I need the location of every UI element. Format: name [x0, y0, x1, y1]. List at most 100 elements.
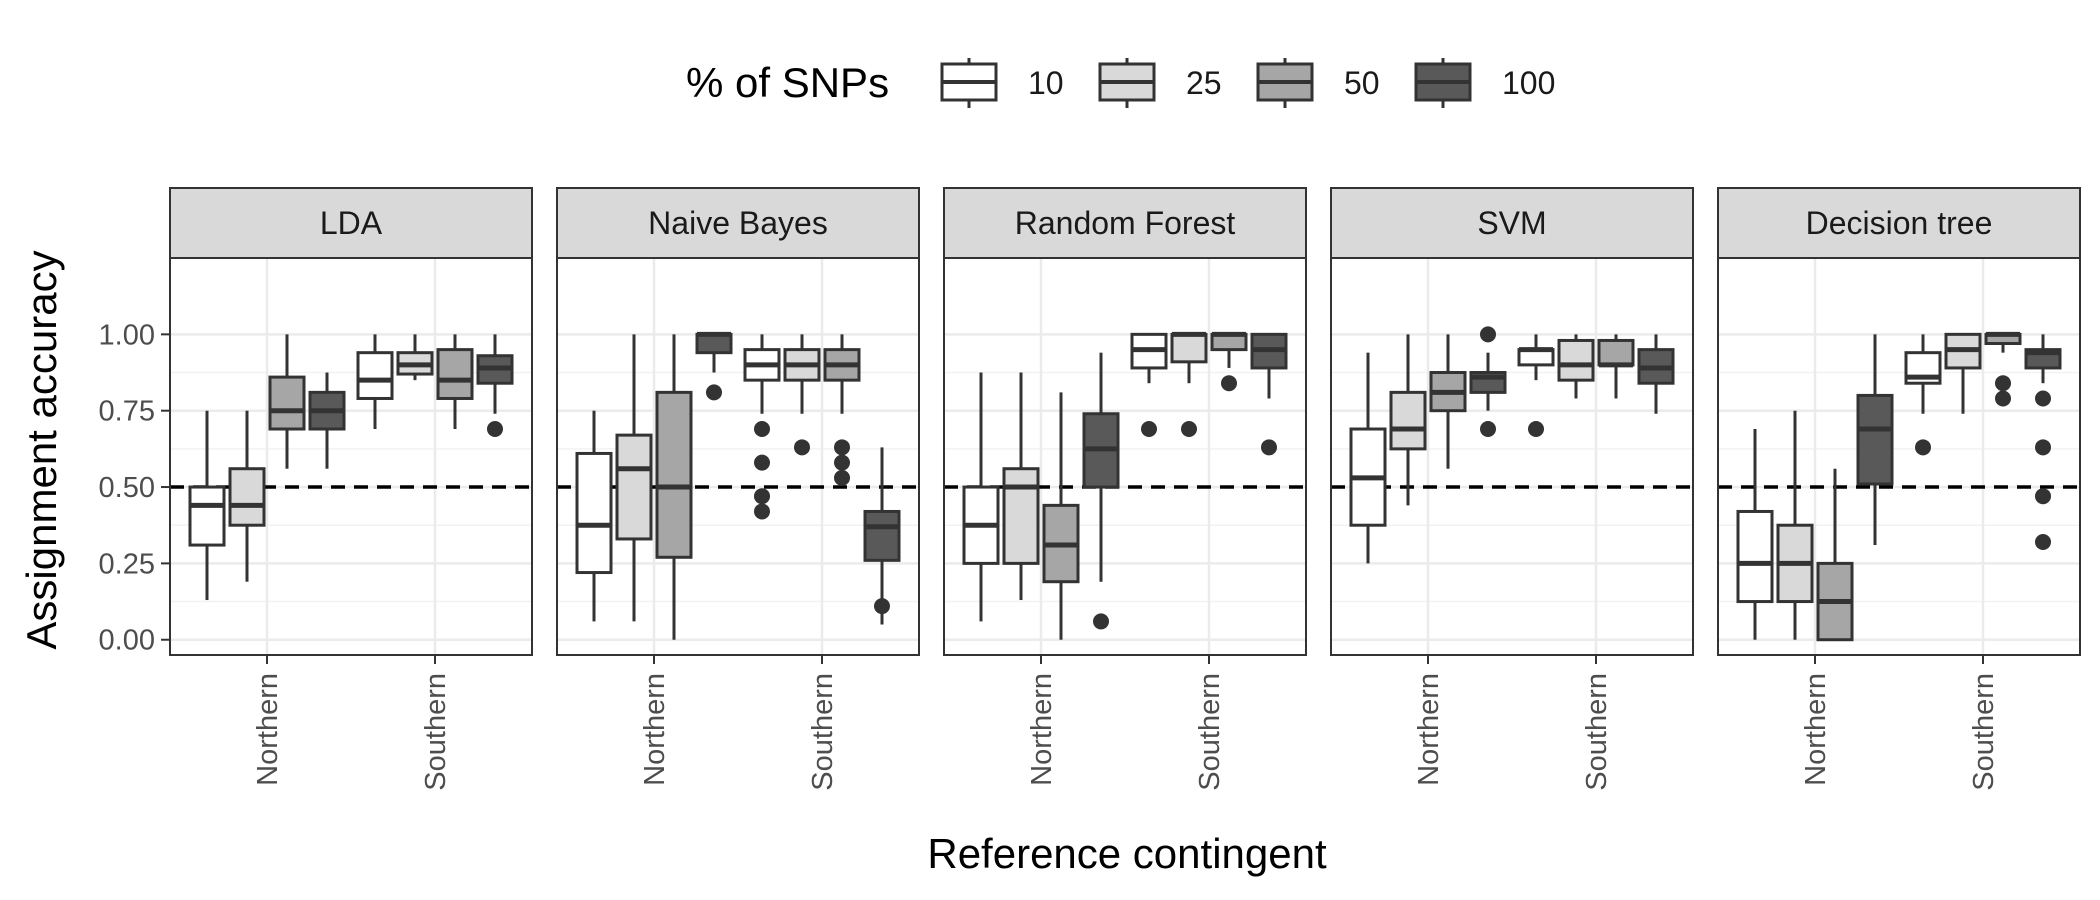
box-southern-10: [743, 334, 781, 520]
box-body: [695, 332, 733, 355]
x-tick-label-northern: Northern: [1413, 673, 1445, 786]
outlier-point: [2035, 488, 2051, 505]
box-northern-10: [188, 410, 226, 601]
box-northern-100: [308, 372, 346, 469]
outlier-point: [1221, 375, 1237, 392]
panel-naive-bayes: Naive Bayes Northern Southern: [556, 187, 920, 791]
x-tick-label-southern: Southern: [1194, 673, 1226, 791]
outlier-point: [1480, 326, 1496, 343]
legend-label-10: 10: [1028, 65, 1064, 101]
outlier-point: [834, 439, 850, 456]
x-axis-title: Reference contingent: [927, 830, 1327, 877]
outlier-point: [754, 454, 770, 471]
outlier-point: [1528, 421, 1544, 438]
box-southern-50: [1597, 334, 1635, 399]
y-axis-title: Assignment accuracy: [18, 250, 65, 649]
outlier-point: [834, 469, 850, 486]
box-southern-100: [476, 334, 514, 438]
box-southern-25: [1170, 331, 1208, 438]
panel-random-forest: Random Forest Northern Southern: [943, 187, 1307, 791]
box-southern-10: [1904, 334, 1942, 456]
legend-title: % of SNPs: [686, 59, 889, 106]
box-southern-100: [863, 447, 901, 625]
box-southern-50: [436, 334, 474, 430]
legend-key-100: [1414, 58, 1472, 108]
outlier-point: [2035, 534, 2051, 551]
y-tick-label: 0.50: [99, 472, 155, 504]
y-tick-label: 0.75: [99, 396, 155, 428]
x-tick-label-northern: Northern: [252, 673, 284, 786]
outlier-point: [1995, 375, 2011, 392]
outlier-point: [1995, 390, 2011, 407]
panel-strip-label: Naive Bayes: [648, 205, 828, 241]
box-southern-100: [1637, 334, 1675, 414]
panel-strip-label: Random Forest: [1015, 205, 1236, 241]
box-body: [1597, 338, 1635, 367]
outlier-point: [487, 421, 503, 438]
panel-strip: [1330, 187, 1694, 259]
box-southern-50: [1984, 331, 2022, 407]
x-tick-label-southern: Southern: [807, 673, 839, 791]
panel-border: [169, 257, 533, 656]
box-northern-10: [962, 372, 1000, 622]
box-southern-10: [356, 334, 394, 430]
box-southern-25: [1557, 334, 1595, 399]
outlier-point: [754, 421, 770, 438]
outlier-point: [754, 503, 770, 520]
x-tick-label-northern: Northern: [1800, 673, 1832, 786]
y-tick-label: 0.25: [99, 548, 155, 580]
box-northern-10: [1736, 429, 1774, 640]
outlier-point: [794, 439, 810, 456]
box-body: [1389, 390, 1427, 451]
outlier-point: [1261, 439, 1277, 456]
box-southern-100: [2024, 334, 2062, 551]
panel-decision-tree: Decision tree Northern Southern: [1717, 187, 2081, 791]
box-body: [1557, 338, 1595, 382]
box-body: [356, 351, 394, 400]
box-southern-25: [1944, 332, 1982, 414]
outlier-point: [1480, 421, 1496, 438]
box-southern-25: [783, 334, 821, 456]
box-northern-100: [1082, 352, 1120, 630]
box-northern-100: [1469, 326, 1507, 438]
box-northern-25: [1002, 372, 1040, 601]
box-body: [268, 375, 306, 431]
panel-background: [944, 258, 1306, 655]
box-body: [575, 451, 613, 575]
box-southern-100: [1250, 332, 1288, 456]
box-body: [436, 348, 474, 400]
box-southern-10: [1517, 334, 1555, 438]
outlier-point: [2035, 390, 2051, 407]
box-body: [1856, 393, 1894, 486]
box-northern-10: [575, 410, 613, 622]
panel-svm: SVM Northern Southern: [1330, 187, 1694, 791]
x-tick-label-southern: Southern: [1581, 673, 1613, 791]
box-body: [188, 485, 226, 547]
outlier-point: [2035, 439, 2051, 456]
outlier-point: [1915, 439, 1931, 456]
panel-border: [1717, 257, 2081, 656]
legend-key-25: [1098, 58, 1156, 108]
x-tick-label-southern: Southern: [420, 673, 452, 791]
box-body: [1736, 509, 1774, 604]
box-body: [615, 433, 653, 541]
legend-key-10: [940, 58, 998, 108]
y-tick-label: 0.00: [99, 625, 155, 657]
panel-strip: [556, 187, 920, 259]
box-body: [1002, 467, 1040, 565]
box-body: [1170, 332, 1208, 364]
legend-label-100: 100: [1502, 65, 1555, 101]
legend-label-25: 25: [1186, 65, 1222, 101]
facet-panels: LDA Northern Southern Naive Bayes Northern So…: [169, 187, 2081, 791]
x-tick-label-northern: Northern: [1026, 673, 1058, 786]
y-axis: 0.00 0.25 0.50 0.75 1.00: [99, 319, 170, 657]
box-southern-50: [1210, 331, 1248, 392]
box-northern-50: [1816, 468, 1854, 642]
box-northern-50: [1429, 334, 1467, 469]
panel-border: [943, 257, 1307, 656]
panel-background: [170, 258, 532, 655]
panel-border: [1330, 257, 1694, 656]
outlier-point: [1093, 613, 1109, 630]
box-northern-25: [615, 334, 653, 622]
